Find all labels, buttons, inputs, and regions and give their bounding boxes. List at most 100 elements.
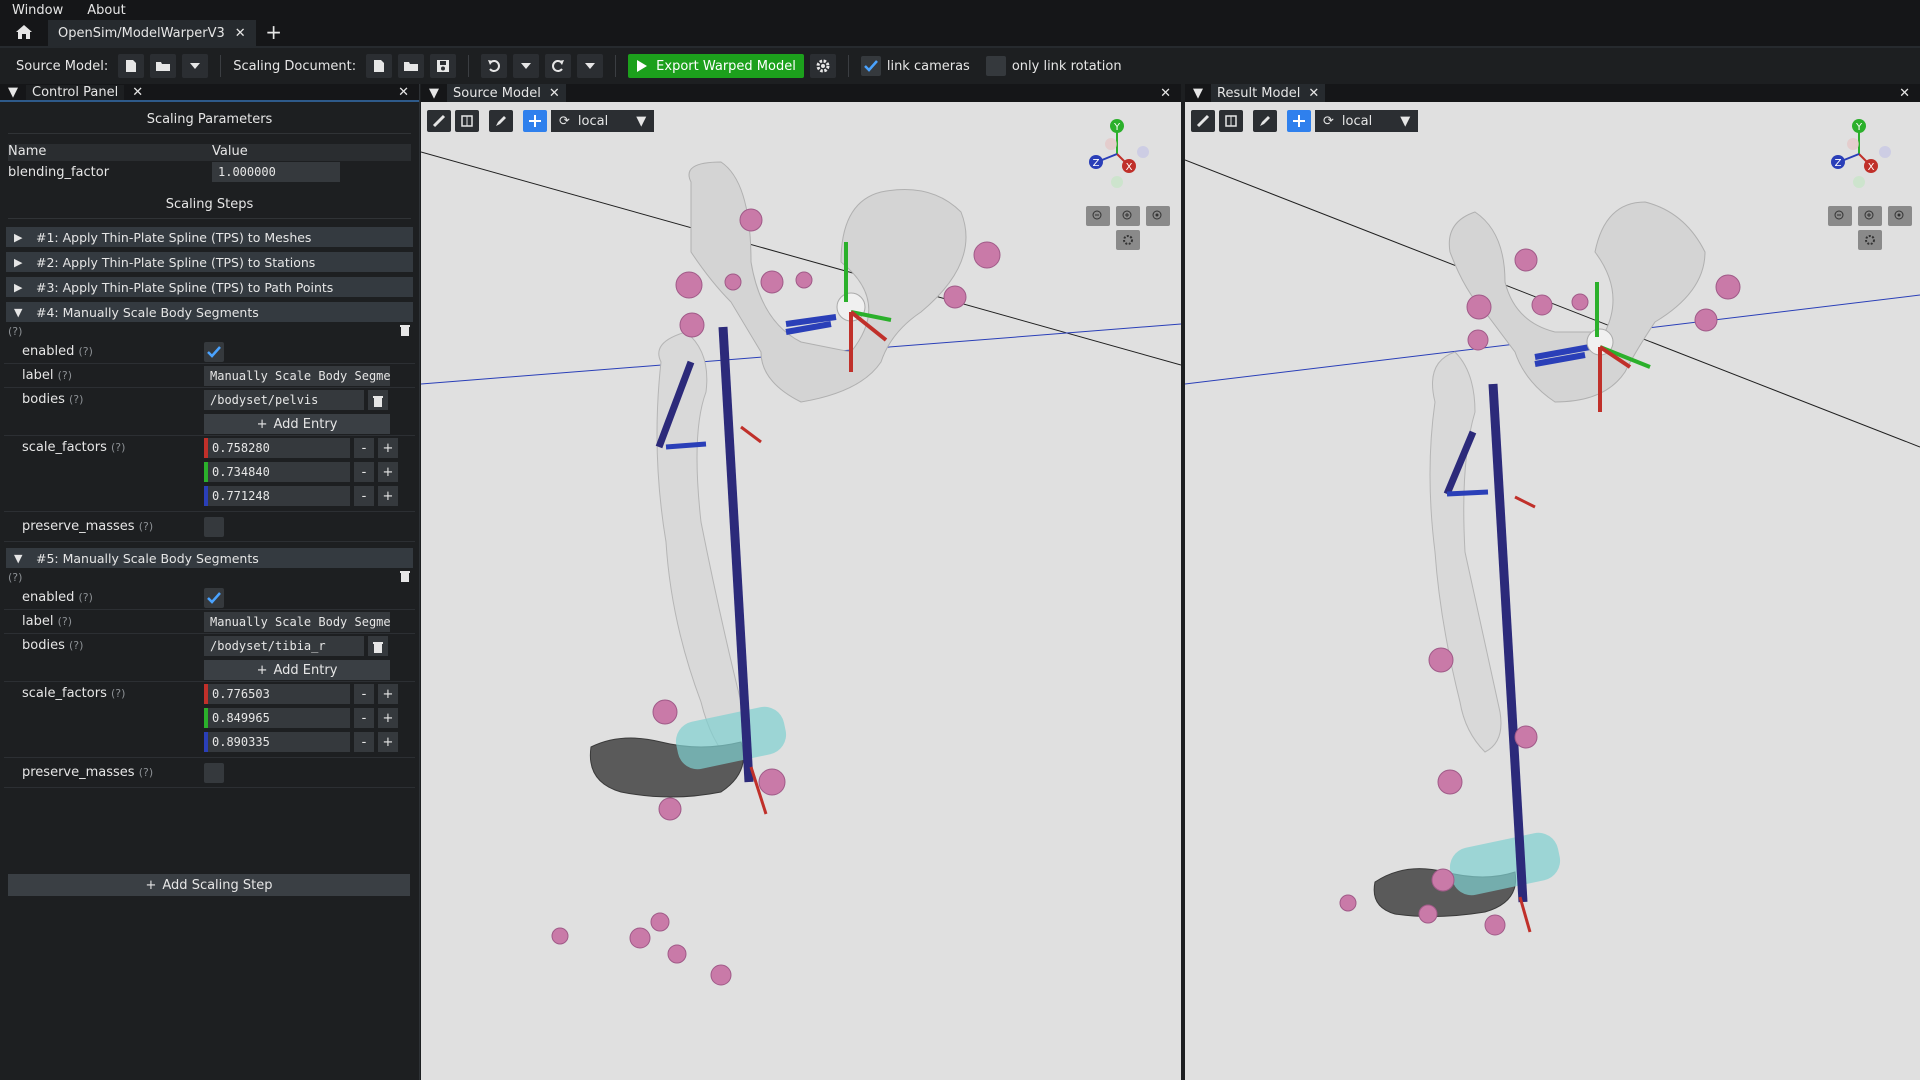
open-folder-icon[interactable] — [398, 54, 425, 78]
step-header-4[interactable]: ▼ #4: Manually Scale Body Segments — [6, 302, 413, 322]
coordinate-frame-select[interactable]: ⟳ local ▼ — [551, 110, 655, 132]
gear-icon[interactable] — [1858, 230, 1882, 250]
result-viewport-tab[interactable]: Result Model ✕ — [1211, 84, 1326, 102]
zoom-in-icon[interactable] — [1858, 206, 1882, 226]
help-marker[interactable]: (?) — [78, 591, 93, 604]
decrement-button[interactable]: - — [354, 732, 374, 752]
menu-window[interactable]: Window — [12, 2, 64, 18]
result-model-scene[interactable] — [1185, 102, 1920, 1080]
scene-options-icon[interactable] — [1219, 110, 1243, 132]
trash-icon[interactable] — [399, 569, 411, 586]
coordinate-frame-select[interactable]: ⟳ local ▼ — [1315, 110, 1419, 132]
move-icon[interactable] — [523, 110, 547, 132]
add-tab-button[interactable]: + — [265, 20, 283, 44]
only-link-rotation-checkbox[interactable] — [985, 56, 1006, 76]
zoom-out-icon[interactable] — [1828, 206, 1852, 226]
close-icon[interactable]: ✕ — [234, 25, 246, 41]
ruler-icon[interactable] — [1191, 110, 1215, 132]
close-icon[interactable]: ✕ — [1308, 85, 1320, 101]
zoom-in-icon[interactable] — [1116, 206, 1140, 226]
step-header-5[interactable]: ▼ #5: Manually Scale Body Segments — [6, 548, 413, 568]
bodies-input[interactable]: /bodyset/pelvis — [204, 390, 364, 410]
increment-button[interactable]: + — [378, 708, 398, 728]
scene-options-icon[interactable] — [455, 110, 479, 132]
axis-gizmo[interactable]: Y X Z — [1083, 118, 1155, 190]
scale-factor-z-input[interactable]: 0.771248 — [204, 486, 350, 506]
link-cameras-checkbox[interactable] — [860, 56, 881, 76]
increment-button[interactable]: + — [378, 684, 398, 704]
trash-icon[interactable] — [368, 636, 388, 656]
help-marker[interactable]: (?) — [57, 615, 73, 628]
step-header-1[interactable]: ▶ #1: Apply Thin-Plate Spline (TPS) to Me… — [6, 227, 413, 247]
result-model-viewport[interactable]: ▼ Result Model ✕ ✕ ⟳ — [1185, 84, 1920, 1080]
help-marker[interactable]: (?) — [111, 441, 126, 454]
increment-button[interactable]: + — [378, 486, 398, 506]
help-marker[interactable]: (?) — [8, 570, 23, 584]
gear-icon[interactable] — [809, 54, 836, 78]
trash-icon[interactable] — [368, 390, 388, 410]
chevron-down-icon[interactable] — [182, 54, 209, 78]
chevron-down-icon[interactable] — [577, 54, 604, 78]
enabled-checkbox[interactable] — [204, 587, 224, 608]
scale-factor-z-input[interactable]: 0.890335 — [204, 732, 350, 752]
help-marker[interactable]: (?) — [78, 345, 93, 358]
close-icon[interactable]: ✕ — [1899, 85, 1910, 101]
zoom-out-icon[interactable] — [1086, 206, 1110, 226]
edit-icon[interactable] — [1253, 110, 1277, 132]
preserve-masses-checkbox[interactable] — [204, 516, 224, 537]
close-icon[interactable]: ✕ — [132, 84, 144, 100]
preserve-masses-checkbox[interactable] — [204, 762, 224, 783]
export-warped-model-button[interactable]: Export Warped Model — [628, 54, 804, 78]
enabled-checkbox[interactable] — [204, 341, 224, 362]
edit-icon[interactable] — [489, 110, 513, 132]
scale-factor-y-input[interactable]: 0.734840 — [204, 462, 350, 482]
close-icon[interactable]: ✕ — [548, 85, 560, 101]
save-icon[interactable] — [430, 54, 457, 78]
blending-factor-input[interactable]: 1.000000 — [212, 162, 340, 182]
collapse-triangle-icon[interactable]: ▼ — [1193, 85, 1203, 101]
autofocus-icon[interactable] — [1888, 206, 1912, 226]
close-icon[interactable]: ✕ — [1160, 85, 1171, 101]
undo-icon[interactable] — [481, 54, 508, 78]
menu-about[interactable]: About — [87, 2, 126, 18]
label-input[interactable]: Manually Scale Body Segments — [204, 611, 390, 632]
add-entry-button[interactable]: + Add Entry — [204, 660, 390, 680]
source-viewport-tab[interactable]: Source Model ✕ — [447, 84, 566, 102]
open-folder-icon[interactable] — [150, 54, 177, 78]
scale-factor-x-input[interactable]: 0.758280 — [204, 438, 350, 458]
collapse-triangle-icon[interactable]: ▼ — [8, 84, 18, 100]
new-file-icon[interactable] — [366, 54, 393, 78]
increment-button[interactable]: + — [378, 732, 398, 752]
help-marker[interactable]: (?) — [138, 520, 154, 533]
help-marker[interactable]: (?) — [138, 766, 154, 779]
add-entry-button[interactable]: + Add Entry — [204, 414, 390, 434]
step-header-2[interactable]: ▶ #2: Apply Thin-Plate Spline (TPS) to St… — [6, 252, 413, 272]
move-icon[interactable] — [1287, 110, 1311, 132]
label-input[interactable]: Manually Scale Body Segments — [204, 365, 390, 386]
source-model-scene[interactable] — [421, 102, 1181, 1080]
chevron-down-icon[interactable] — [513, 54, 540, 78]
help-marker[interactable]: (?) — [8, 324, 23, 338]
add-scaling-step-button[interactable]: + Add Scaling Step — [8, 874, 410, 896]
increment-button[interactable]: + — [378, 438, 398, 458]
scale-factor-x-input[interactable]: 0.776503 — [204, 684, 350, 704]
autofocus-icon[interactable] — [1146, 206, 1170, 226]
viewport-divider[interactable] — [1181, 84, 1185, 1080]
redo-icon[interactable] — [545, 54, 572, 78]
decrement-button[interactable]: - — [354, 486, 374, 506]
help-marker[interactable]: (?) — [68, 393, 84, 406]
gear-icon[interactable] — [1116, 230, 1140, 250]
scale-factor-y-input[interactable]: 0.849965 — [204, 708, 350, 728]
ruler-icon[interactable] — [427, 110, 451, 132]
axis-gizmo[interactable]: Y X Z — [1825, 118, 1897, 190]
increment-button[interactable]: + — [378, 462, 398, 482]
home-icon[interactable] — [0, 18, 48, 46]
source-model-viewport[interactable]: ▼ Source Model ✕ ✕ — [421, 84, 1181, 1080]
step-header-3[interactable]: ▶ #3: Apply Thin-Plate Spline (TPS) to Pa… — [6, 277, 413, 297]
decrement-button[interactable]: - — [354, 462, 374, 482]
tab-modelwarper[interactable]: OpenSim/ModelWarperV3 ✕ — [48, 20, 256, 46]
bodies-input[interactable]: /bodyset/tibia_r — [204, 636, 364, 656]
close-icon[interactable]: ✕ — [398, 84, 409, 100]
decrement-button[interactable]: - — [354, 684, 374, 704]
trash-icon[interactable] — [399, 323, 411, 340]
